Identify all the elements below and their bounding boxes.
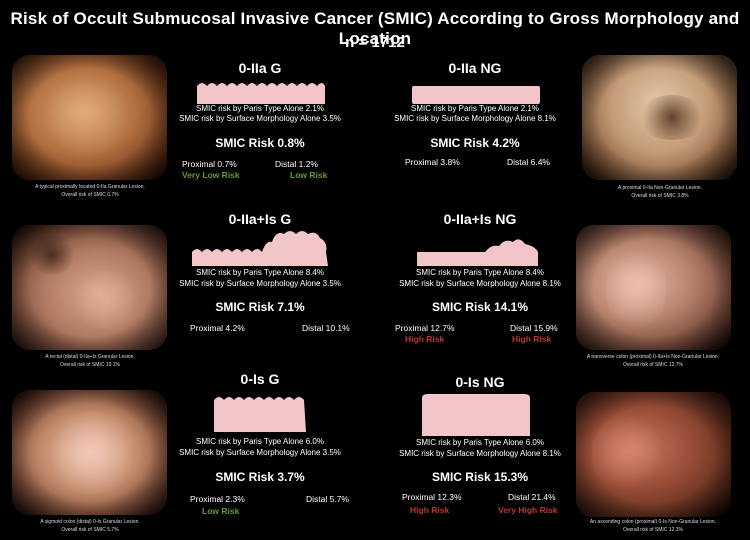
morphology-title: 0-IIa NG	[448, 60, 502, 76]
surface-risk: SMIC risk by Surface Morphology Alone 8.…	[399, 279, 561, 288]
smic-risk: SMIC Risk 4.2%	[430, 136, 520, 150]
panel-0-iia-is-g: 0-IIa+Is G SMIC risk by Paris Type Alone…	[160, 210, 360, 340]
distal-risk-label: Low Risk	[290, 170, 328, 180]
distal-risk: Distal 21.4%	[508, 492, 556, 502]
photo-0-iia-ng	[582, 55, 737, 180]
photo-caption: A rectal (distal) 0-IIa+Is Granular Lesi…	[45, 354, 135, 368]
surface-risk: SMIC risk by Surface Morphology Alone 3.…	[179, 114, 341, 123]
paris-risk: SMIC risk by Paris Type Alone 2.1%	[196, 104, 324, 113]
proximal-risk-label: High Risk	[410, 505, 450, 515]
figure-title: Risk of Occult Submucosal Invasive Cance…	[10, 9, 740, 48]
proximal-risk: Proximal 3.8%	[405, 157, 460, 167]
lesion-shape-mixed-nongranular	[417, 239, 538, 266]
photo-caption: A sigmoid colon (distal) 0-Is Granular L…	[40, 519, 140, 533]
distal-risk: Distal 1.2%	[275, 159, 318, 169]
photo-caption: A typical proximally located 0-IIa Granu…	[35, 184, 145, 198]
panel-0-iia-ng: 0-IIa NG SMIC risk by Paris Type Alone 2…	[375, 58, 575, 188]
morphology-title: 0-Is G	[240, 371, 280, 387]
proximal-risk: Proximal 12.3%	[402, 492, 462, 502]
photo-0-iia-is-g	[12, 225, 167, 350]
proximal-risk: Proximal 2.3%	[190, 494, 245, 504]
paris-risk: SMIC risk by Paris Type Alone 2.1%	[411, 104, 539, 113]
photo-0-iia-is-ng	[576, 225, 731, 350]
lesion-shape-sessile-nongranular	[422, 394, 530, 436]
morphology-title: 0-IIa+Is G	[228, 211, 292, 227]
surface-risk: SMIC risk by Surface Morphology Alone 3.…	[179, 279, 341, 288]
lesion-shape-flat-granular	[197, 83, 325, 104]
distal-risk-label: High Risk	[512, 334, 552, 344]
proximal-risk-label: High Risk	[405, 334, 445, 344]
photo-0-is-g	[12, 390, 167, 515]
smic-risk: SMIC Risk 3.7%	[215, 470, 305, 484]
morphology-title: 0-IIa+Is NG	[443, 211, 517, 227]
proximal-risk: Proximal 4.2%	[190, 323, 245, 333]
morphology-title: 0-Is NG	[455, 374, 505, 390]
distal-risk: Distal 10.1%	[302, 323, 350, 333]
distal-risk: Distal 15.9%	[510, 323, 558, 333]
sample-size: n = 1712	[345, 34, 405, 51]
smic-risk: SMIC Risk 7.1%	[215, 300, 305, 314]
panel-0-iia-is-ng: 0-IIa+Is NG SMIC risk by Paris Type Alon…	[380, 210, 580, 350]
surface-risk: SMIC risk by Surface Morphology Alone 8.…	[394, 114, 556, 123]
proximal-risk: Proximal 12.7%	[395, 323, 455, 333]
photo-0-is-ng	[576, 392, 731, 517]
panel-0-is-ng: 0-Is NG SMIC risk by Paris Type Alone 6.…	[380, 370, 580, 520]
distal-risk: Distal 6.4%	[507, 157, 550, 167]
panel-0-is-g: 0-Is G SMIC risk by Paris Type Alone 6.0…	[160, 370, 360, 520]
distal-risk: Distal 5.7%	[306, 494, 349, 504]
surface-risk: SMIC risk by Surface Morphology Alone 8.…	[399, 449, 561, 458]
smic-risk: SMIC Risk 14.1%	[431, 300, 529, 314]
smic-risk: SMIC Risk 0.8%	[215, 136, 305, 150]
photo-caption: A proximal 0-IIa Non-Granular Lesion. Ove…	[618, 185, 702, 199]
lesion-shape-mixed-granular	[192, 231, 328, 266]
paris-risk: SMIC risk by Paris Type Alone 8.4%	[416, 268, 544, 277]
photo-0-iia-g	[12, 55, 167, 180]
photo-caption: An ascending colon (proximal) 0-Is Non-G…	[589, 519, 717, 533]
surface-risk: SMIC risk by Surface Morphology Alone 3.…	[179, 448, 341, 457]
panel-0-iia-g: 0-IIa G SMIC risk by Paris Type Alone 2.…	[160, 58, 360, 188]
proximal-risk-label: Very Low Risk	[182, 170, 240, 180]
proximal-risk: Proximal 0.7%	[182, 159, 237, 169]
morphology-title: 0-IIa G	[238, 60, 282, 76]
photo-caption: A transverse colon (proximal) 0-IIa+Is N…	[586, 354, 720, 368]
paris-risk: SMIC risk by Paris Type Alone 8.4%	[196, 268, 324, 277]
lesion-shape-flat-nongranular	[412, 86, 540, 104]
paris-risk: SMIC risk by Paris Type Alone 6.0%	[196, 437, 324, 446]
smic-risk: SMIC Risk 15.3%	[431, 470, 529, 484]
distal-risk-label: Low Risk	[202, 506, 240, 516]
paris-risk: SMIC risk by Paris Type Alone 6.0%	[416, 438, 544, 447]
distal-risk-label: Very High Risk	[498, 505, 558, 515]
lesion-shape-sessile-granular	[214, 397, 306, 432]
